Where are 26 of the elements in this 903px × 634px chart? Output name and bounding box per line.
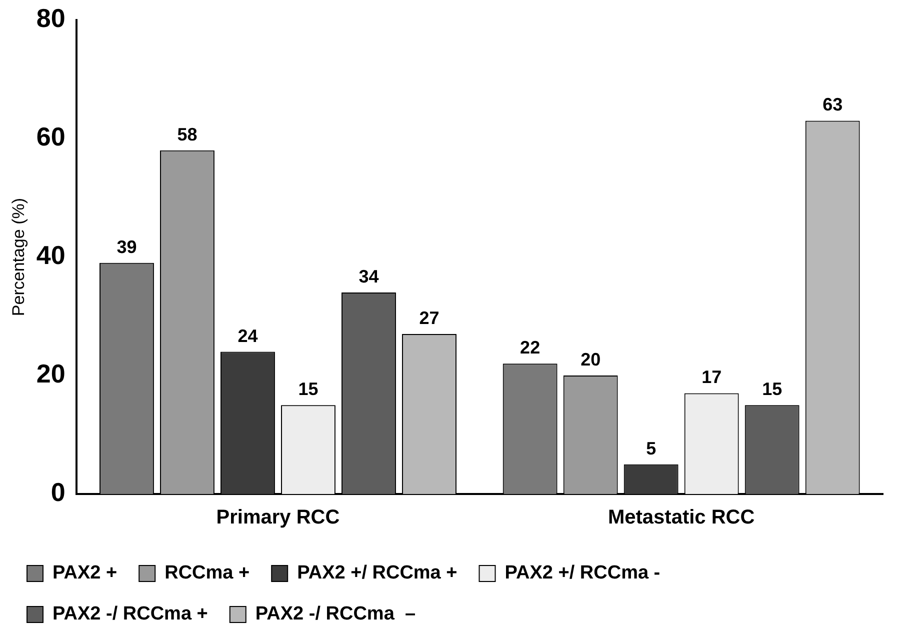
y-tick-label: 20 bbox=[36, 358, 66, 389]
y-tick-label: 60 bbox=[36, 122, 66, 152]
data-label: 34 bbox=[358, 266, 379, 287]
x-tick-label: Metastatic RCC bbox=[608, 506, 755, 529]
legend-label: PAX2 -/ RCCma – bbox=[255, 604, 416, 625]
data-label: 27 bbox=[419, 308, 440, 328]
data-label: 39 bbox=[116, 236, 137, 257]
y-tick-label: 0 bbox=[50, 477, 66, 508]
data-label: 22 bbox=[520, 338, 540, 358]
data-label: 5 bbox=[646, 438, 656, 458]
data-label: 58 bbox=[177, 124, 198, 144]
legend-label: PAX2 +/ RCCma + bbox=[297, 562, 458, 584]
y-tick-label: 40 bbox=[36, 240, 66, 270]
legend-label: PAX2 +/ RCCma - bbox=[504, 562, 660, 584]
data-label: 63 bbox=[822, 94, 843, 115]
data-label: 20 bbox=[580, 349, 601, 370]
data-label: 15 bbox=[298, 379, 318, 400]
legend-label: PAX2 + bbox=[52, 562, 118, 584]
data-label: 24 bbox=[238, 326, 258, 346]
y-tick-label: 80 bbox=[36, 3, 66, 34]
legend-label: RCCma + bbox=[164, 562, 250, 584]
legend-label: PAX2 -/ RCCma + bbox=[52, 604, 208, 625]
x-tick-label: Primary RCC bbox=[216, 506, 340, 529]
data-label: 15 bbox=[762, 379, 782, 400]
y-axis-title: Percentage (%) bbox=[8, 198, 28, 316]
data-label: 17 bbox=[702, 367, 722, 388]
